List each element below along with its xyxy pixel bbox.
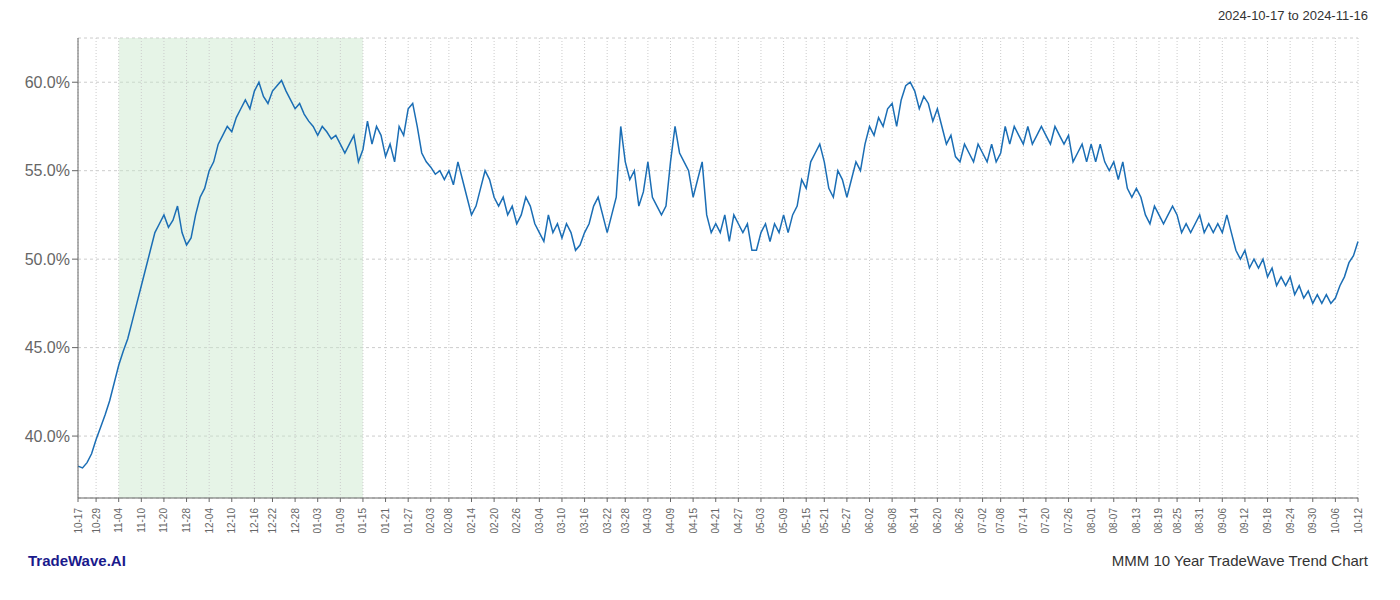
svg-text:02-08: 02-08: [443, 508, 454, 534]
svg-text:03-22: 03-22: [602, 508, 613, 534]
svg-text:11-10: 11-10: [136, 508, 147, 533]
svg-text:10-06: 10-06: [1330, 508, 1341, 534]
svg-text:08-31: 08-31: [1194, 508, 1205, 534]
svg-text:06-26: 06-26: [954, 508, 965, 534]
svg-text:05-09: 05-09: [778, 508, 789, 534]
svg-text:01-15: 01-15: [357, 508, 368, 534]
svg-text:09-18: 09-18: [1262, 508, 1273, 534]
svg-text:10-29: 10-29: [91, 508, 102, 534]
svg-text:07-20: 07-20: [1040, 508, 1051, 534]
svg-text:01-21: 01-21: [380, 508, 391, 534]
svg-text:09-24: 09-24: [1285, 508, 1296, 534]
svg-text:04-03: 04-03: [642, 508, 653, 534]
svg-text:04-15: 04-15: [688, 508, 699, 534]
svg-text:10-12: 10-12: [1353, 508, 1364, 534]
svg-text:05-21: 05-21: [819, 508, 830, 534]
svg-text:09-06: 09-06: [1217, 508, 1228, 534]
svg-text:05-03: 05-03: [755, 508, 766, 534]
svg-text:07-14: 07-14: [1018, 508, 1029, 534]
svg-text:07-02: 07-02: [977, 508, 988, 534]
svg-text:02-14: 02-14: [466, 508, 477, 534]
svg-text:08-01: 08-01: [1086, 508, 1097, 534]
html-text:MMM 10 Year TradeWave Trend Ch: MMM 10 Year TradeWave Trend Chart: [1111, 552, 1368, 569]
svg-text:08-25: 08-25: [1172, 508, 1183, 534]
svg-text:11-28: 11-28: [181, 508, 192, 533]
svg-text:07-08: 07-08: [995, 508, 1006, 534]
svg-text:12-04: 12-04: [204, 508, 215, 534]
svg-text:03-16: 03-16: [579, 508, 590, 534]
svg-text:12-22: 12-22: [267, 508, 278, 534]
svg-text:06-08: 06-08: [887, 508, 898, 534]
svg-text:40.0%: 40.0%: [25, 428, 70, 445]
svg-text:12-16: 12-16: [249, 508, 260, 534]
svg-text:01-27: 01-27: [403, 508, 414, 534]
svg-text:03-28: 03-28: [620, 508, 631, 534]
svg-text:09-12: 09-12: [1239, 508, 1250, 534]
svg-text:12-10: 12-10: [226, 508, 237, 534]
svg-text:02-26: 02-26: [511, 508, 522, 534]
svg-text:08-07: 08-07: [1108, 508, 1119, 534]
svg-text:07-26: 07-26: [1063, 508, 1074, 534]
svg-text:09-30: 09-30: [1307, 508, 1318, 534]
svg-text:04-09: 04-09: [665, 508, 676, 534]
svg-text:05-27: 05-27: [841, 508, 852, 534]
html-text:TradeWave.AI: TradeWave.AI: [28, 552, 126, 569]
svg-text:02-20: 02-20: [489, 508, 500, 534]
svg-text:05-15: 05-15: [801, 508, 812, 534]
svg-text:06-02: 06-02: [864, 508, 875, 534]
svg-text:60.0%: 60.0%: [25, 74, 70, 91]
svg-text:01-09: 01-09: [335, 508, 346, 534]
svg-text:12-28: 12-28: [290, 508, 301, 534]
svg-text:45.0%: 45.0%: [25, 339, 70, 356]
svg-text:06-20: 06-20: [932, 508, 943, 534]
svg-text:03-04: 03-04: [534, 508, 545, 534]
svg-text:11-04: 11-04: [113, 508, 124, 533]
html-text:2024-10-17 to 2024-11-16: 2024-10-17 to 2024-11-16: [1217, 8, 1368, 23]
svg-text:03-10: 03-10: [556, 508, 567, 534]
svg-text:50.0%: 50.0%: [25, 251, 70, 268]
svg-text:06-14: 06-14: [909, 508, 920, 534]
svg-text:08-19: 08-19: [1153, 508, 1164, 534]
svg-text:10-17: 10-17: [73, 508, 84, 534]
svg-text:55.0%: 55.0%: [25, 162, 70, 179]
svg-text:04-27: 04-27: [733, 508, 744, 534]
svg-text:02-03: 02-03: [425, 508, 436, 534]
svg-text:04-21: 04-21: [710, 508, 721, 534]
svg-text:01-03: 01-03: [312, 508, 323, 534]
svg-text:08-13: 08-13: [1131, 508, 1142, 534]
svg-text:11-20: 11-20: [158, 508, 169, 533]
